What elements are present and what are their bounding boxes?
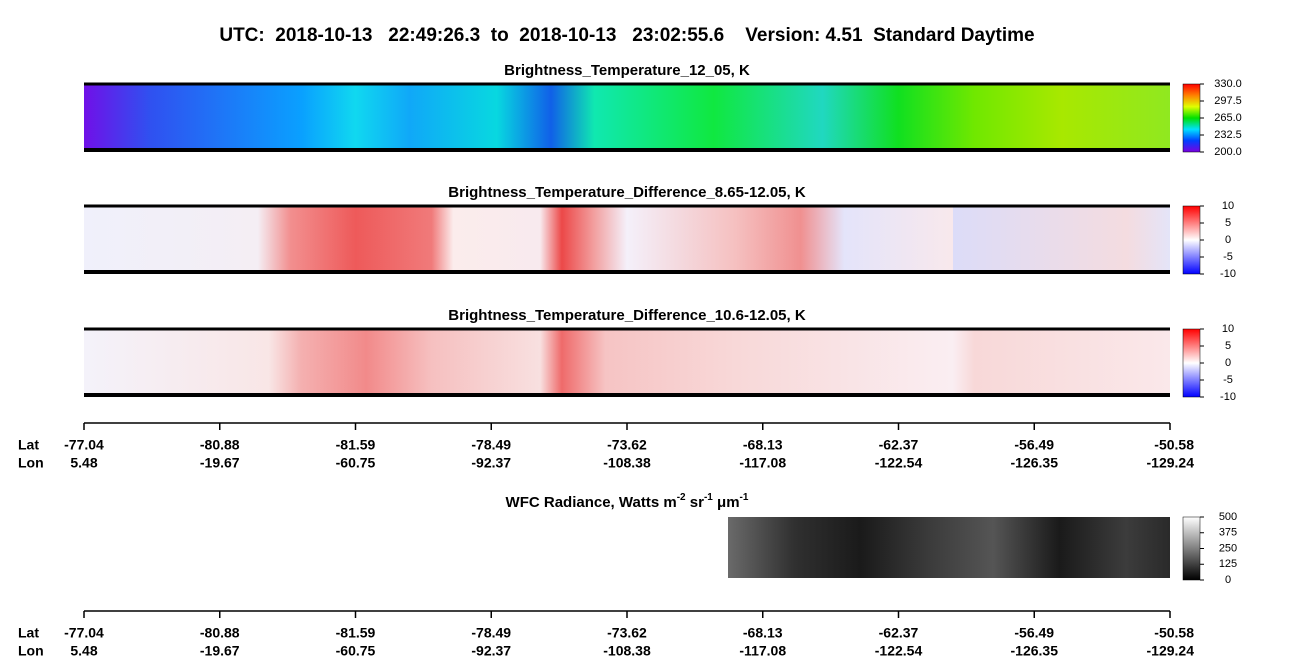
title-part: sr [686, 494, 705, 511]
axis-tick-label: -126.35 [1011, 455, 1059, 471]
colorbar: -10 -5 0 5 10 [1182, 323, 1236, 403]
axis-tick-label: -19.67 [200, 455, 240, 471]
axis-tick-label: -126.35 [1011, 643, 1059, 659]
axis-tick-label: -68.13 [743, 437, 783, 453]
axis-tick-label: -92.37 [471, 455, 511, 471]
colorbar-scale [1182, 328, 1201, 398]
colorbar-tick-label: 125 [1219, 558, 1237, 570]
heatmap-image [84, 84, 1170, 150]
axis-tick-label: -19.67 [200, 643, 240, 659]
colorbar-tick-label: 5 [1225, 340, 1231, 352]
colorbar-scale [1182, 83, 1201, 153]
colorbar-tick-label: 330.0 [1214, 78, 1242, 90]
colorbar-tick-label: 375 [1219, 527, 1237, 539]
colorbar-tick-label: 250 [1219, 542, 1237, 554]
colorbar-tick-label: 200.0 [1214, 146, 1242, 158]
axis-tick-label: -77.04 [64, 625, 104, 641]
title-part: -2 [677, 492, 686, 503]
colorbar: 200.0 232.5 265.0 297.5 330.0 [1182, 78, 1242, 158]
colorbar-tick-label: 265.0 [1214, 112, 1242, 124]
axis-tick-label: -117.08 [739, 455, 786, 471]
title-part: μm [713, 494, 740, 511]
heatmap-image [728, 517, 1170, 578]
title-part: -1 [704, 492, 713, 503]
axis-tick-label: -60.75 [336, 643, 376, 659]
colorbar-tick-label: 5 [1225, 217, 1231, 229]
axis-tick-label: 5.48 [70, 455, 97, 471]
colorbar-tick-label: 500 [1219, 511, 1237, 523]
axis-row-name: Lat [18, 625, 39, 641]
axis-tick-label: -122.54 [875, 455, 923, 471]
axis-tick-label: -60.75 [336, 455, 376, 471]
colorbar-tick-label: -5 [1223, 374, 1233, 386]
axis-tick-label: -62.37 [879, 437, 919, 453]
axis-tick-label: -68.13 [743, 625, 783, 641]
colorbar-tick-label: 0 [1225, 574, 1231, 586]
colorbar-tick-label: 297.5 [1214, 95, 1242, 107]
colorbar-tick-label: 10 [1222, 200, 1234, 212]
title-part: -1 [740, 492, 749, 503]
axis-tick-label: -92.37 [471, 643, 511, 659]
axis-tick-label: -73.62 [607, 625, 647, 641]
panel-title: Brightness_Temperature_12_05, K [504, 62, 750, 79]
axis-tick-label: -78.49 [471, 437, 511, 453]
axis-tick-label: -56.49 [1014, 437, 1054, 453]
axis-tick-label: -108.38 [603, 455, 651, 471]
axis-tick-label: -80.88 [200, 437, 240, 453]
panel-title: WFC Radiance, Watts m-2 sr-1 μm-1 [506, 492, 749, 511]
colorbar-tick-label: -10 [1220, 268, 1236, 280]
heatmap-image [84, 329, 1170, 395]
colorbar-scale [1182, 516, 1201, 581]
axis-tick-label: -81.59 [336, 437, 376, 453]
heatmap-image [84, 206, 1170, 272]
axis-tick-label: -62.37 [879, 625, 919, 641]
axis-tick-label: -73.62 [607, 437, 647, 453]
panel-title: Brightness_Temperature_Difference_10.6-1… [448, 307, 806, 324]
colorbar: -10 -5 0 5 10 [1182, 200, 1236, 280]
axis-tick-label: -78.49 [471, 625, 511, 641]
title-part: WFC Radiance, Watts m [506, 494, 677, 511]
colorbar-tick-label: -5 [1223, 251, 1233, 263]
axis-row-name: Lon [18, 455, 44, 471]
axis-tick-label: -108.38 [603, 643, 651, 659]
colorbar-tick-label: 0 [1225, 357, 1231, 369]
axis-tick-label: -80.88 [200, 625, 240, 641]
axis-tick-label: -129.24 [1147, 643, 1195, 659]
axis-tick-label: -77.04 [64, 437, 104, 453]
axis-tick-label: -117.08 [739, 643, 786, 659]
colorbar-tick-label: -10 [1220, 391, 1236, 403]
axis-tick-label: -50.58 [1154, 625, 1194, 641]
axis-tick-label: -129.24 [1147, 455, 1195, 471]
colorbar-tick-label: 10 [1222, 323, 1234, 335]
axis-tick-label: -122.54 [875, 643, 923, 659]
panel-title: Brightness_Temperature_Difference_8.65-1… [448, 184, 806, 201]
colorbar-tick-label: 0 [1225, 234, 1231, 246]
axis-tick-label: -56.49 [1014, 625, 1054, 641]
colorbar: 0 125 250 375 500 [1182, 511, 1237, 586]
colorbar-scale [1182, 205, 1201, 275]
axis-tick-label: -81.59 [336, 625, 376, 641]
axis-row-name: Lat [18, 437, 39, 453]
colorbar-tick-label: 232.5 [1214, 129, 1242, 141]
axis-tick-label: 5.48 [70, 643, 97, 659]
axis-tick-label: -50.58 [1154, 437, 1194, 453]
axis-row-name: Lon [18, 643, 44, 659]
page-title: UTC: 2018-10-13 22:49:26.3 to 2018-10-13… [219, 25, 1034, 46]
